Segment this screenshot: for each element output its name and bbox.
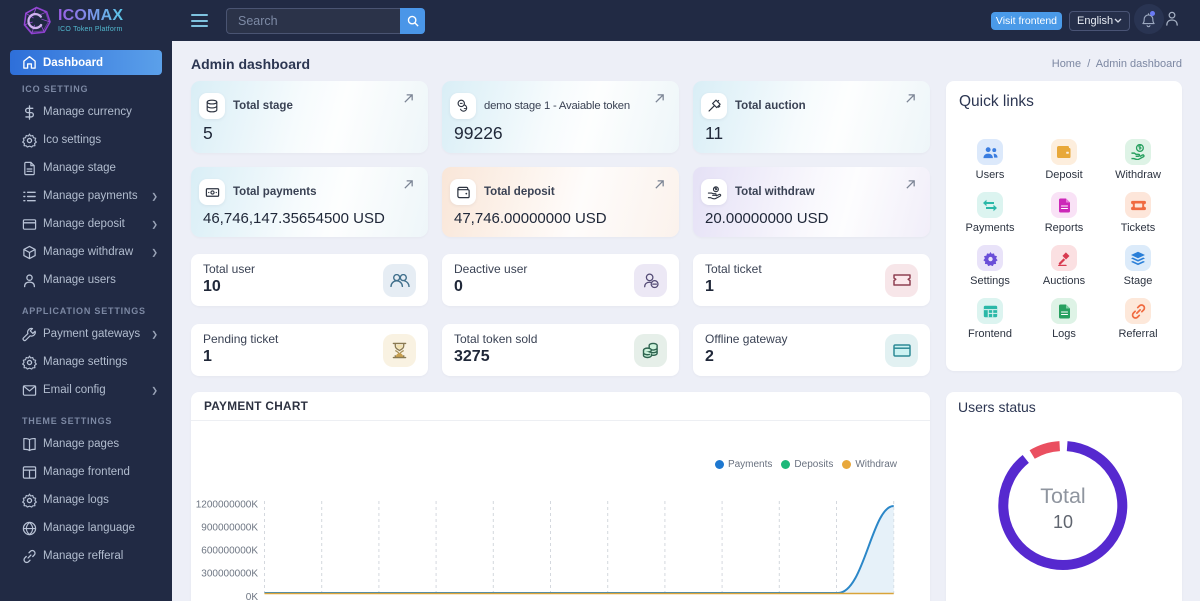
- svg-text:900000000K: 900000000K: [201, 523, 258, 534]
- svg-text:1200000000K: 1200000000K: [196, 500, 259, 511]
- svg-text:300000000K: 300000000K: [201, 569, 258, 580]
- svg-text:600000000K: 600000000K: [201, 546, 258, 557]
- svg-text:Total: Total: [1040, 484, 1085, 508]
- svg-text:0K: 0K: [246, 592, 259, 601]
- svg-text:10: 10: [1053, 512, 1073, 532]
